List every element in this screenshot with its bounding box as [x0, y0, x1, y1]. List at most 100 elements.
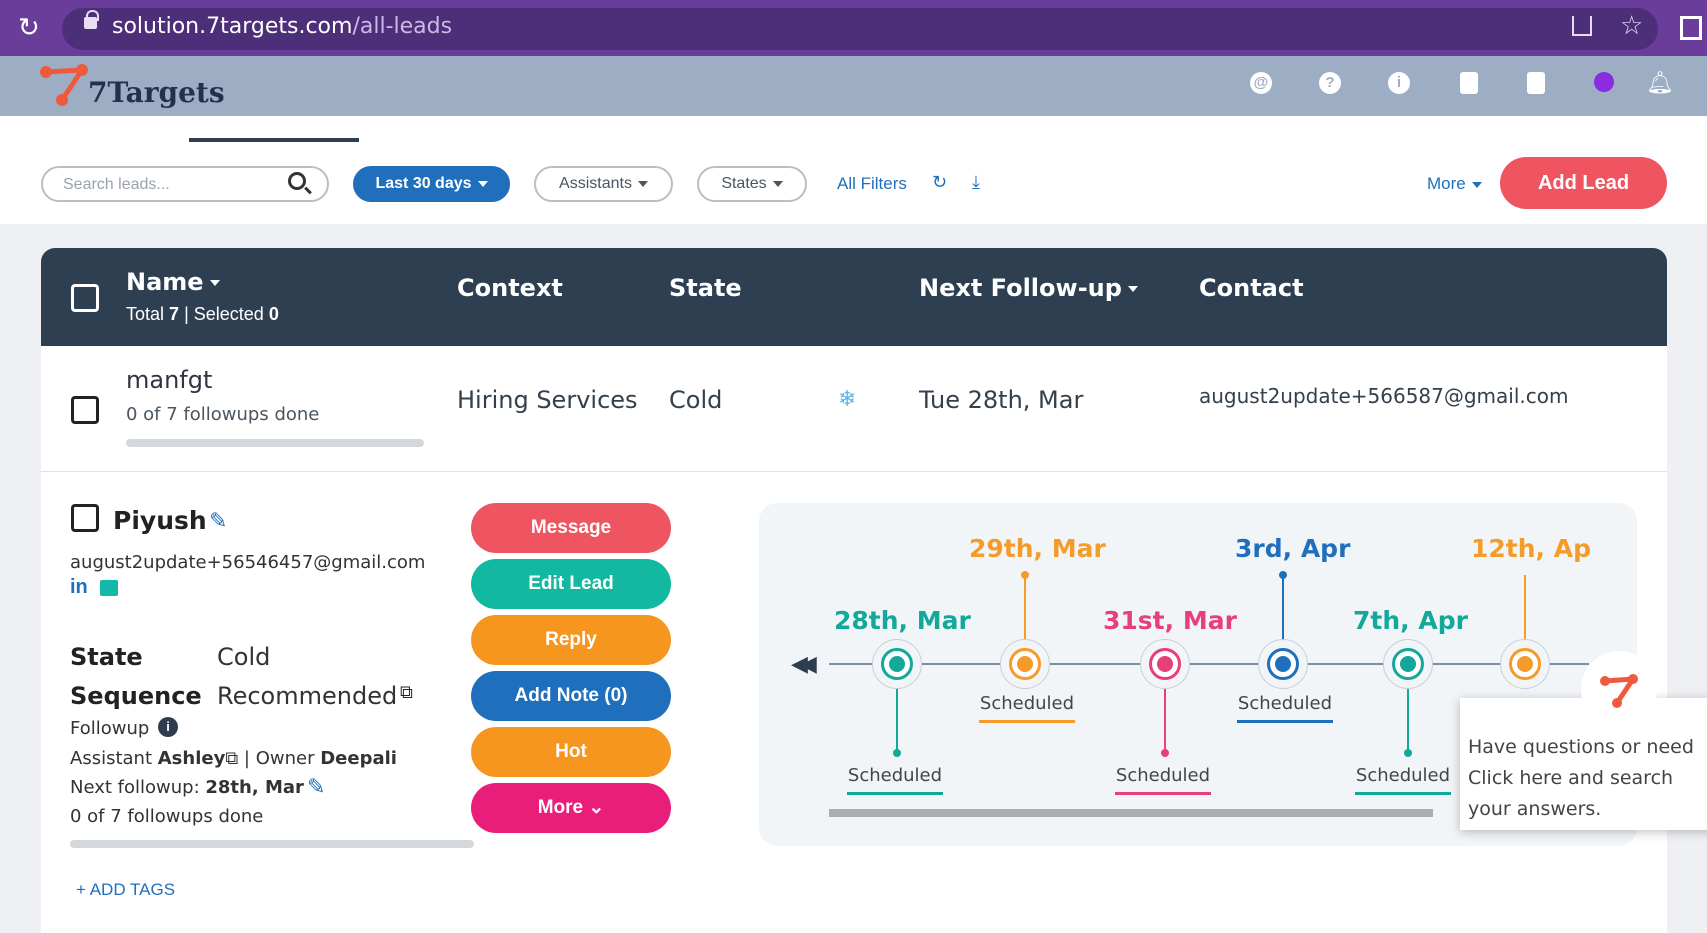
help-widget-logo[interactable] [1581, 651, 1657, 727]
column-state-header: State [669, 274, 742, 302]
lead-next-followup: Tue 28th, Mar [919, 386, 1084, 414]
states-filter-button[interactable]: States [697, 166, 807, 202]
timeline-scrollbar[interactable] [829, 809, 1433, 817]
search-box[interactable] [41, 166, 329, 202]
lead-state: Cold [669, 386, 723, 414]
column-next-followup-header[interactable]: Next Follow-up [919, 274, 1138, 302]
search-input[interactable] [63, 174, 283, 196]
timeline-stem [1282, 575, 1284, 641]
more-actions-button[interactable]: More ⌄ [471, 783, 671, 833]
date-filter-button[interactable]: Last 30 days [353, 166, 510, 202]
totals-summary: Total 7 | Selected 0 [126, 304, 279, 324]
row-checkbox[interactable] [71, 504, 99, 532]
select-all-checkbox[interactable] [71, 284, 99, 312]
refresh-icon[interactable]: ↻ [932, 172, 948, 192]
lock-icon [84, 10, 99, 29]
column-name-header[interactable]: Name [126, 268, 220, 296]
timeline-date: 29th, Mar [969, 534, 1106, 563]
followups-progress-bar [70, 840, 474, 848]
brand-logo-icon [1600, 674, 1638, 708]
address-bar[interactable] [62, 8, 1658, 50]
lead-context: Hiring Services [457, 386, 638, 414]
sequence-value[interactable]: Recommended [217, 682, 398, 710]
state-label: State [70, 643, 143, 671]
active-tab-indicator [189, 138, 359, 142]
message-button[interactable]: Message [471, 503, 671, 553]
contacts-icon[interactable] [1460, 72, 1478, 94]
caret-down-icon [477, 180, 488, 187]
add-note-button[interactable]: Add Note (0) [471, 671, 671, 721]
followup-label: Followup [70, 718, 150, 739]
next-followup-line: Next followup: 28th, Mar [70, 777, 304, 798]
rewind-icon[interactable]: ◀◀ [791, 651, 817, 676]
followups-progress-text: 0 of 7 followups done [126, 404, 320, 425]
at-icon[interactable]: @ [1250, 72, 1272, 94]
timeline-node[interactable] [1383, 639, 1433, 689]
info-icon[interactable]: i [1388, 72, 1410, 94]
assistant-owner-line: Assistant Ashley⧉ | Owner Deepali [70, 748, 397, 769]
brand-logo-icon[interactable] [40, 62, 92, 110]
timeline-node[interactable] [872, 639, 922, 689]
brand-name[interactable]: 7Targets [88, 76, 225, 109]
caret-down-icon [637, 180, 648, 187]
column-context-header: Context [457, 274, 563, 302]
chat-icon[interactable] [1594, 72, 1614, 92]
timeline-date: 31st, Mar [1103, 606, 1237, 635]
bookmark-star-icon[interactable]: ☆ [1620, 10, 1644, 40]
external-link-icon[interactable]: ⧉ [225, 748, 239, 769]
timeline-axis [829, 663, 1589, 665]
timeline-status: Scheduled [1355, 765, 1451, 795]
add-lead-button[interactable]: Add Lead [1500, 157, 1667, 209]
help-icon[interactable]: ? [1319, 72, 1341, 94]
timeline-date: 28th, Mar [834, 606, 971, 635]
assistants-filter-button[interactable]: Assistants [534, 166, 673, 202]
column-contact-header: Contact [1199, 274, 1304, 302]
timeline-stem-dot [1161, 749, 1169, 757]
timeline-stem [896, 688, 898, 753]
hot-button[interactable]: Hot [471, 727, 671, 777]
timeline-node[interactable] [1500, 639, 1550, 689]
more-menu[interactable]: More [1427, 174, 1482, 194]
external-link-icon[interactable]: ⧉ [400, 682, 413, 702]
briefcase-icon[interactable] [100, 580, 118, 596]
lead-email: august2update+56546457@gmail.com [70, 552, 426, 573]
table-header [41, 248, 1667, 346]
table-row[interactable] [41, 346, 1667, 472]
timeline-stem-dot [893, 749, 901, 757]
edit-name-pencil-icon[interactable]: ✎ [209, 508, 228, 533]
help-popup[interactable]: Have questions or need Click here and se… [1460, 698, 1707, 830]
timeline-status: Scheduled [1115, 765, 1211, 795]
linkedin-icon[interactable]: in [70, 576, 88, 598]
timeline-node[interactable] [1258, 639, 1308, 689]
timeline-stem-dot [1404, 749, 1412, 757]
followups-progress-text: 0 of 7 followups done [70, 806, 264, 827]
reply-button[interactable]: Reply [471, 615, 671, 665]
bell-icon[interactable]: 🔔︎ [1646, 70, 1674, 95]
add-tags-link[interactable]: + ADD TAGS [76, 880, 176, 899]
reload-icon[interactable]: ↻ [18, 12, 40, 42]
window-icon[interactable] [1680, 16, 1702, 40]
info-icon[interactable]: i [158, 717, 178, 737]
lead-name[interactable]: Piyush [113, 506, 207, 535]
toolbar [0, 144, 1707, 224]
download-icon[interactable]: ⤓ [972, 172, 980, 192]
row-checkbox[interactable] [71, 396, 99, 424]
app-header [0, 56, 1707, 116]
lead-name[interactable]: manfgt [126, 366, 213, 394]
chevron-down-icon: ⌄ [588, 797, 605, 818]
sequence-label: Sequence [70, 682, 202, 710]
url-text[interactable]: solution.7targets.com/all-leads [112, 14, 453, 39]
share-icon[interactable] [1572, 16, 1592, 36]
caret-down-icon [772, 180, 783, 187]
timeline-status: Scheduled [979, 693, 1075, 723]
edit-lead-button[interactable]: Edit Lead [471, 559, 671, 609]
edit-followup-pencil-icon[interactable]: ✎ [307, 774, 326, 799]
timeline-node[interactable] [1140, 639, 1190, 689]
all-filters-link[interactable]: All Filters [837, 174, 907, 193]
search-icon[interactable] [288, 172, 306, 190]
timeline-stem [1524, 575, 1526, 641]
timeline-node[interactable] [1000, 639, 1050, 689]
browser-bar: ↻ solution.7targets.com/all-leads ☆ [0, 0, 1707, 56]
document-icon[interactable] [1527, 72, 1545, 94]
help-text[interactable]: Have questions or need Click here and se… [1468, 736, 1694, 820]
